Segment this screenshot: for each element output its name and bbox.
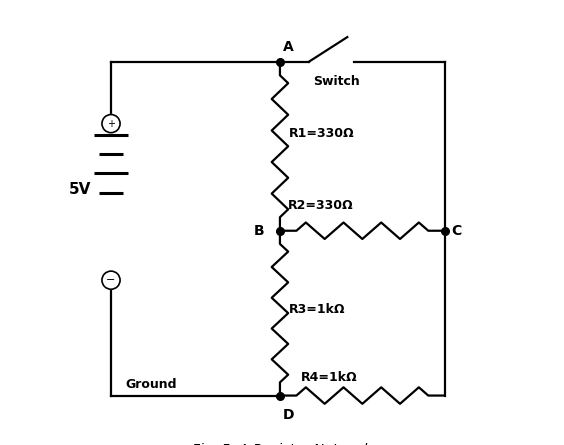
Text: R3=1kΩ: R3=1kΩ bbox=[289, 303, 346, 316]
Text: A: A bbox=[283, 40, 294, 54]
Text: R4=1kΩ: R4=1kΩ bbox=[301, 371, 357, 384]
Text: Ground: Ground bbox=[125, 378, 177, 391]
Text: Fig. 5. A Resistor Network: Fig. 5. A Resistor Network bbox=[192, 443, 372, 445]
Text: R2=330Ω: R2=330Ω bbox=[288, 199, 354, 212]
Text: −: − bbox=[107, 275, 116, 285]
Circle shape bbox=[102, 114, 120, 133]
Text: +: + bbox=[107, 119, 115, 129]
Text: R1=330Ω: R1=330Ω bbox=[289, 127, 355, 141]
Text: C: C bbox=[451, 224, 461, 238]
Text: D: D bbox=[283, 408, 295, 422]
Circle shape bbox=[102, 271, 120, 289]
Text: Switch: Switch bbox=[313, 75, 360, 88]
Text: 5V: 5V bbox=[69, 182, 91, 197]
Text: B: B bbox=[254, 224, 265, 238]
